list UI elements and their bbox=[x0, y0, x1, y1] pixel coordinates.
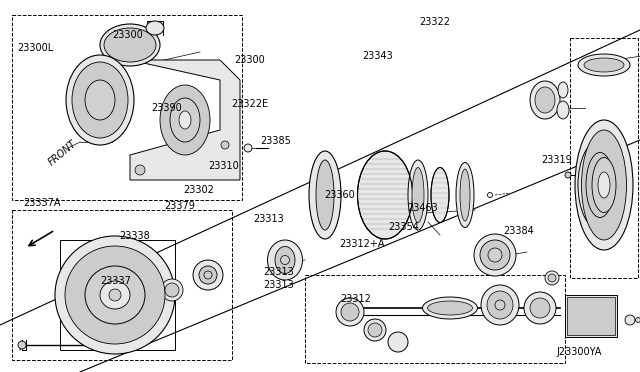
Ellipse shape bbox=[146, 21, 164, 35]
Bar bbox=[305, 275, 565, 363]
Ellipse shape bbox=[598, 172, 610, 198]
Ellipse shape bbox=[480, 240, 510, 270]
Ellipse shape bbox=[268, 240, 303, 280]
Ellipse shape bbox=[488, 248, 502, 262]
Ellipse shape bbox=[244, 144, 252, 152]
Ellipse shape bbox=[65, 246, 165, 344]
Text: 23322E: 23322E bbox=[231, 99, 268, 109]
Ellipse shape bbox=[524, 292, 556, 324]
Ellipse shape bbox=[428, 301, 472, 315]
Text: J23300YA: J23300YA bbox=[556, 347, 602, 356]
Ellipse shape bbox=[18, 341, 26, 349]
Text: 23313: 23313 bbox=[263, 280, 294, 289]
Ellipse shape bbox=[565, 172, 571, 178]
Text: 23390: 23390 bbox=[151, 103, 182, 113]
Ellipse shape bbox=[636, 317, 640, 323]
Ellipse shape bbox=[316, 160, 334, 230]
Polygon shape bbox=[130, 60, 240, 180]
Ellipse shape bbox=[364, 319, 386, 341]
Text: 23302: 23302 bbox=[183, 185, 214, 195]
Ellipse shape bbox=[193, 260, 223, 290]
Ellipse shape bbox=[135, 165, 145, 175]
Ellipse shape bbox=[545, 271, 559, 285]
Text: 23354: 23354 bbox=[388, 222, 419, 232]
Ellipse shape bbox=[592, 157, 616, 212]
Ellipse shape bbox=[100, 24, 160, 66]
Ellipse shape bbox=[275, 247, 295, 273]
Ellipse shape bbox=[530, 298, 550, 318]
Ellipse shape bbox=[336, 298, 364, 326]
Ellipse shape bbox=[109, 289, 121, 301]
Ellipse shape bbox=[460, 169, 470, 221]
Ellipse shape bbox=[66, 55, 134, 145]
Ellipse shape bbox=[85, 266, 145, 324]
Ellipse shape bbox=[221, 141, 229, 149]
Ellipse shape bbox=[422, 297, 477, 319]
Ellipse shape bbox=[160, 85, 210, 155]
Ellipse shape bbox=[100, 281, 130, 309]
Text: 23463: 23463 bbox=[407, 203, 438, 213]
Text: 23360: 23360 bbox=[324, 190, 355, 200]
Ellipse shape bbox=[161, 279, 183, 301]
Text: 23313: 23313 bbox=[263, 267, 294, 276]
Text: 23343: 23343 bbox=[362, 51, 393, 61]
Ellipse shape bbox=[578, 54, 630, 76]
Ellipse shape bbox=[625, 315, 635, 325]
Ellipse shape bbox=[578, 140, 622, 230]
Ellipse shape bbox=[341, 303, 359, 321]
Ellipse shape bbox=[85, 80, 115, 120]
Text: 23384: 23384 bbox=[503, 226, 534, 235]
Text: 23337: 23337 bbox=[100, 276, 131, 286]
Text: 23379: 23379 bbox=[164, 202, 195, 211]
Ellipse shape bbox=[358, 151, 413, 239]
Ellipse shape bbox=[412, 167, 424, 222]
Ellipse shape bbox=[535, 87, 555, 113]
Ellipse shape bbox=[575, 120, 633, 250]
Text: 23312+A: 23312+A bbox=[339, 239, 385, 248]
Text: 23312: 23312 bbox=[340, 295, 371, 304]
Bar bbox=[567, 297, 615, 335]
Text: 23385: 23385 bbox=[260, 137, 291, 146]
Ellipse shape bbox=[456, 163, 474, 228]
Ellipse shape bbox=[368, 323, 382, 337]
Ellipse shape bbox=[481, 285, 519, 325]
Ellipse shape bbox=[530, 81, 560, 119]
Ellipse shape bbox=[586, 153, 614, 218]
Bar bbox=[12, 15, 242, 200]
Ellipse shape bbox=[548, 274, 556, 282]
Text: 23300: 23300 bbox=[234, 55, 265, 64]
Ellipse shape bbox=[487, 291, 513, 319]
Text: 23313: 23313 bbox=[253, 215, 284, 224]
Ellipse shape bbox=[557, 101, 569, 119]
Ellipse shape bbox=[165, 283, 179, 297]
Ellipse shape bbox=[309, 151, 341, 239]
Ellipse shape bbox=[388, 332, 408, 352]
Ellipse shape bbox=[280, 256, 289, 264]
Text: 23300L: 23300L bbox=[17, 44, 53, 53]
Ellipse shape bbox=[204, 271, 212, 279]
Ellipse shape bbox=[431, 167, 449, 222]
Ellipse shape bbox=[104, 28, 156, 62]
Bar bbox=[570, 38, 638, 278]
Ellipse shape bbox=[179, 111, 191, 129]
Text: 23322: 23322 bbox=[420, 17, 451, 27]
Ellipse shape bbox=[199, 266, 217, 284]
Text: 23310: 23310 bbox=[209, 161, 239, 170]
Ellipse shape bbox=[584, 58, 624, 72]
Bar bbox=[565, 295, 617, 337]
Text: 23337A: 23337A bbox=[23, 198, 60, 208]
Ellipse shape bbox=[55, 236, 175, 354]
Ellipse shape bbox=[170, 98, 200, 142]
Ellipse shape bbox=[495, 300, 505, 310]
Text: 23338: 23338 bbox=[119, 231, 150, 241]
Text: FRONT: FRONT bbox=[47, 139, 79, 168]
Ellipse shape bbox=[474, 234, 516, 276]
Ellipse shape bbox=[558, 82, 568, 98]
Ellipse shape bbox=[582, 130, 627, 240]
Bar bbox=[12, 210, 232, 360]
Text: 23300: 23300 bbox=[113, 31, 143, 40]
Ellipse shape bbox=[408, 160, 428, 230]
Text: 23319: 23319 bbox=[541, 155, 572, 165]
Ellipse shape bbox=[72, 62, 128, 138]
